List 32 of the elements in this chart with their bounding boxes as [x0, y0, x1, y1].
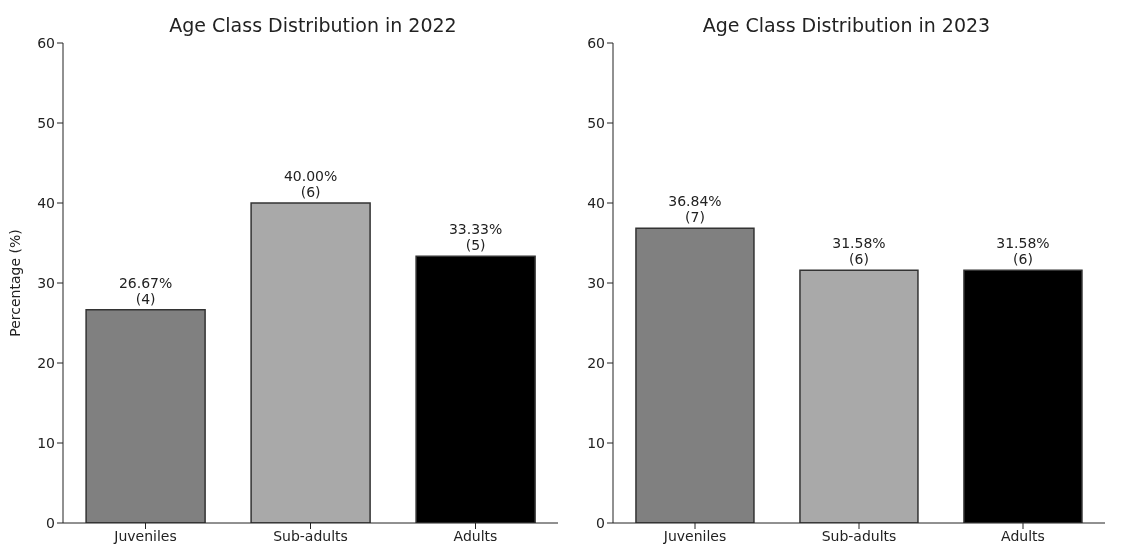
y-tick-label: 10: [587, 434, 605, 451]
chart-title: Age Class Distribution in 2023: [701, 14, 992, 36]
x-tick-label: Sub-adults: [821, 527, 897, 544]
y-tick-label: 20: [587, 354, 605, 371]
y-tick-label: 30: [37, 274, 55, 291]
data-label: 31.58% (6): [832, 235, 886, 268]
chart-title: Age Class Distribution in 2022: [168, 14, 458, 36]
data-label: 40.00% (6): [283, 168, 338, 200]
data-label: 33.33% (5): [448, 221, 503, 254]
y-tick-label: 0: [46, 514, 55, 531]
data-label: 26.67% (4): [118, 274, 173, 307]
y-axis-title: Percentage (%): [6, 229, 23, 337]
y-tick-label: 20: [37, 354, 55, 371]
y-tick-label: 40: [587, 194, 605, 211]
y-tick-label: 40: [37, 194, 55, 211]
x-tick-label: Adults: [1001, 527, 1045, 544]
y-tick-label: 50: [37, 114, 55, 131]
data-label: 31.58% (6): [996, 235, 1050, 268]
x-tick-label: Sub-adults: [273, 527, 348, 544]
x-tick-label: Adults: [453, 527, 498, 544]
y-tick-label: 10: [37, 434, 55, 451]
y-tick-label: 60: [37, 34, 55, 51]
bar: [250, 202, 371, 523]
x-tick-label: Juveniles: [662, 527, 727, 544]
bar: [85, 308, 206, 523]
y-tick-label: 60: [587, 34, 605, 51]
bar: [415, 255, 536, 523]
data-label: 36.84% (7): [668, 193, 722, 226]
x-tick-label: Juveniles: [113, 527, 177, 544]
y-tick-label: 0: [596, 514, 605, 531]
y-tick-label: 30: [587, 274, 605, 291]
y-tick-label: 50: [587, 114, 605, 131]
